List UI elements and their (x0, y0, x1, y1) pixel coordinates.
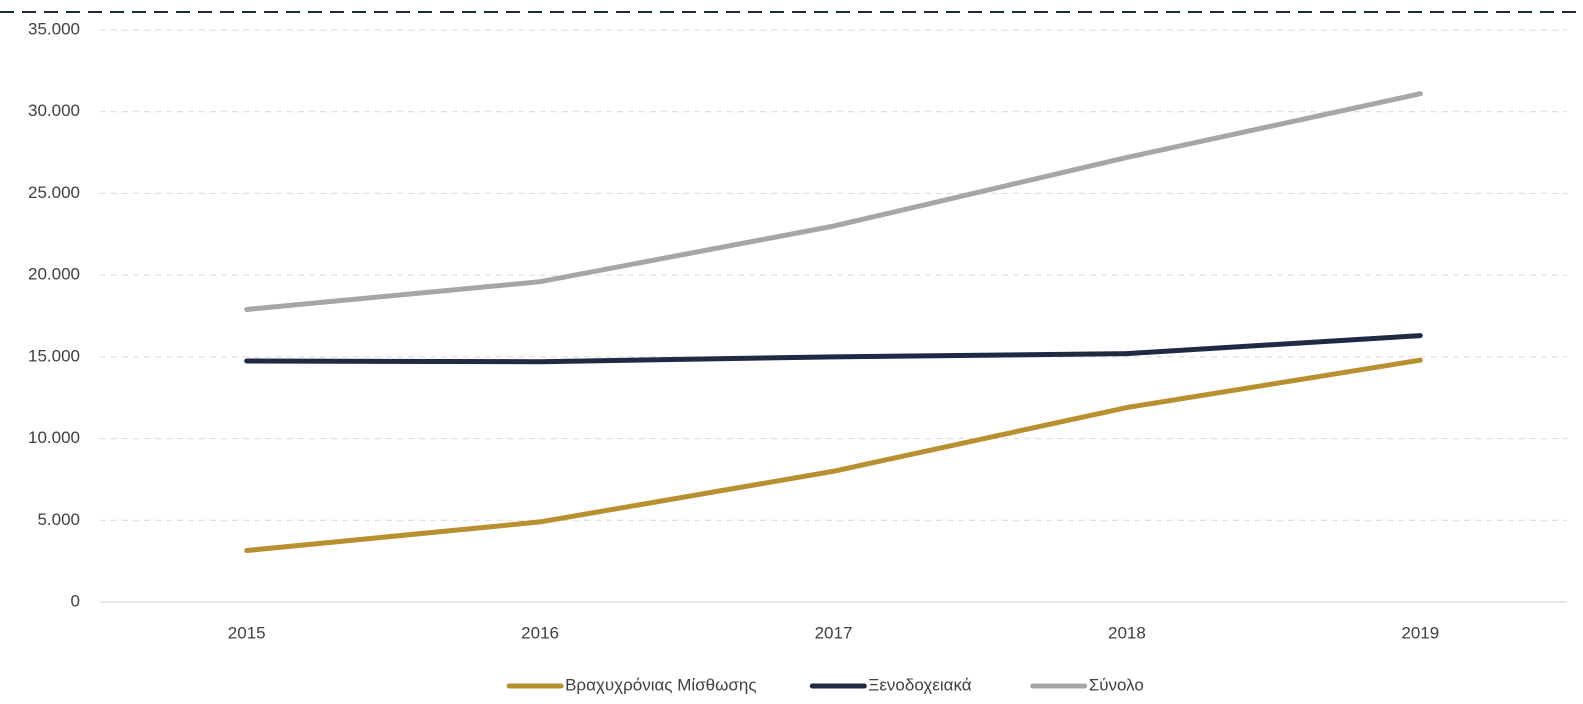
y-tick-label: 5.000 (37, 510, 80, 529)
y-tick-label: 20.000 (28, 265, 80, 284)
legend-label: Σύνολο (1089, 675, 1144, 694)
y-tick-label: 15.000 (28, 346, 80, 365)
x-tick-label: 2016 (521, 623, 559, 642)
x-tick-label: 2015 (228, 623, 266, 642)
legend-label: Ξενοδοχειακά (868, 675, 971, 694)
x-tick-label: 2017 (815, 623, 853, 642)
series-line (244, 357, 1423, 554)
x-tick-label: 2018 (1108, 623, 1146, 642)
y-tick-label: 10.000 (28, 428, 80, 447)
x-tick-label: 2019 (1401, 623, 1439, 642)
series-line (244, 91, 1423, 312)
y-tick-label: 0 (71, 591, 80, 610)
legend-label: Βραχυχρόνιας Μίσθωσης (565, 675, 756, 694)
series-line (244, 333, 1423, 365)
y-tick-label: 30.000 (28, 101, 80, 120)
y-tick-label: 25.000 (28, 183, 80, 202)
y-tick-label: 35.000 (28, 19, 80, 38)
